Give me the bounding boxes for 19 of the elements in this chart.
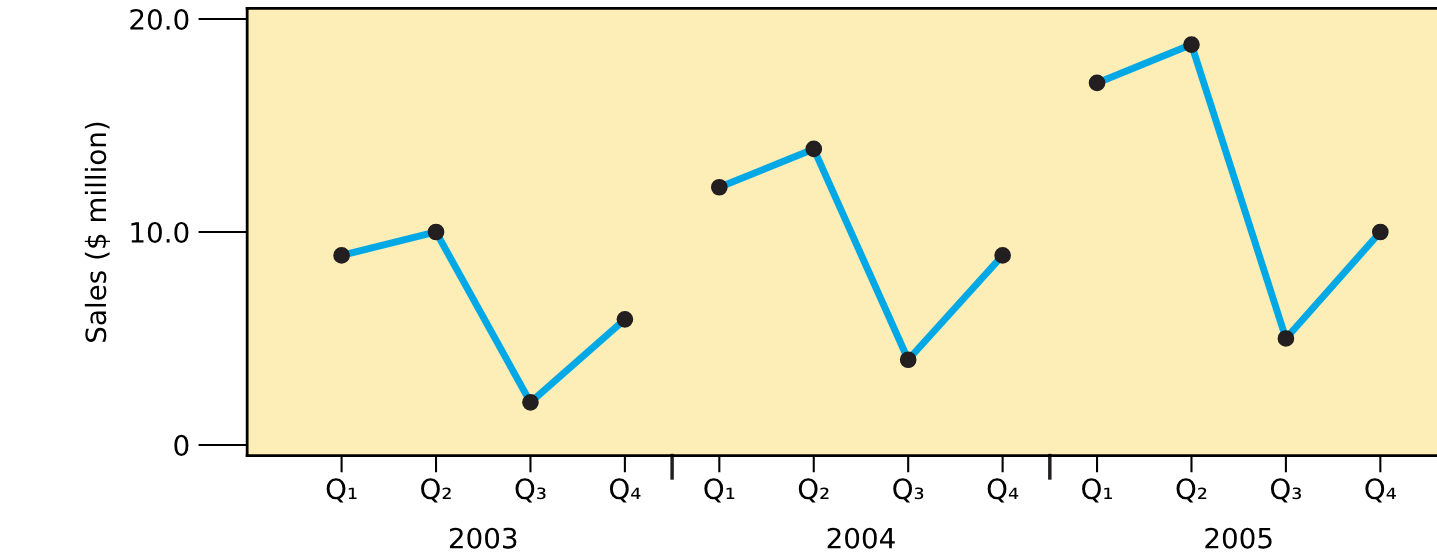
y-tick-label: 20.0 [130,8,189,30]
x-tick-label: Q₃ [893,478,924,503]
x-tick-label: Q₁ [326,478,357,503]
text: 2004 [827,527,895,549]
x-tick-label: Q₃ [515,478,546,503]
text: 2003 [449,527,517,549]
x-tick-label: Q₃ [1270,478,1301,503]
x-tick-label: Q₁ [704,478,735,503]
x-tick-label: Q₁ [1082,478,1113,503]
x-tick-label: Q₂ [798,478,829,503]
x-tick-label: Q₄ [1365,478,1396,503]
x-tick-label: Q₄ [609,478,641,503]
x-tick-label: Q₄ [987,478,1019,503]
x-tick-label: Q₂ [421,478,451,503]
y-axis-title: Sales ($ million) [84,122,111,342]
text: 2005 [1205,527,1272,549]
y-tick-label: 10.0 [131,221,189,243]
x-tick-label: Q₂ [1176,478,1207,503]
y-tick-label: 0 [174,434,189,456]
